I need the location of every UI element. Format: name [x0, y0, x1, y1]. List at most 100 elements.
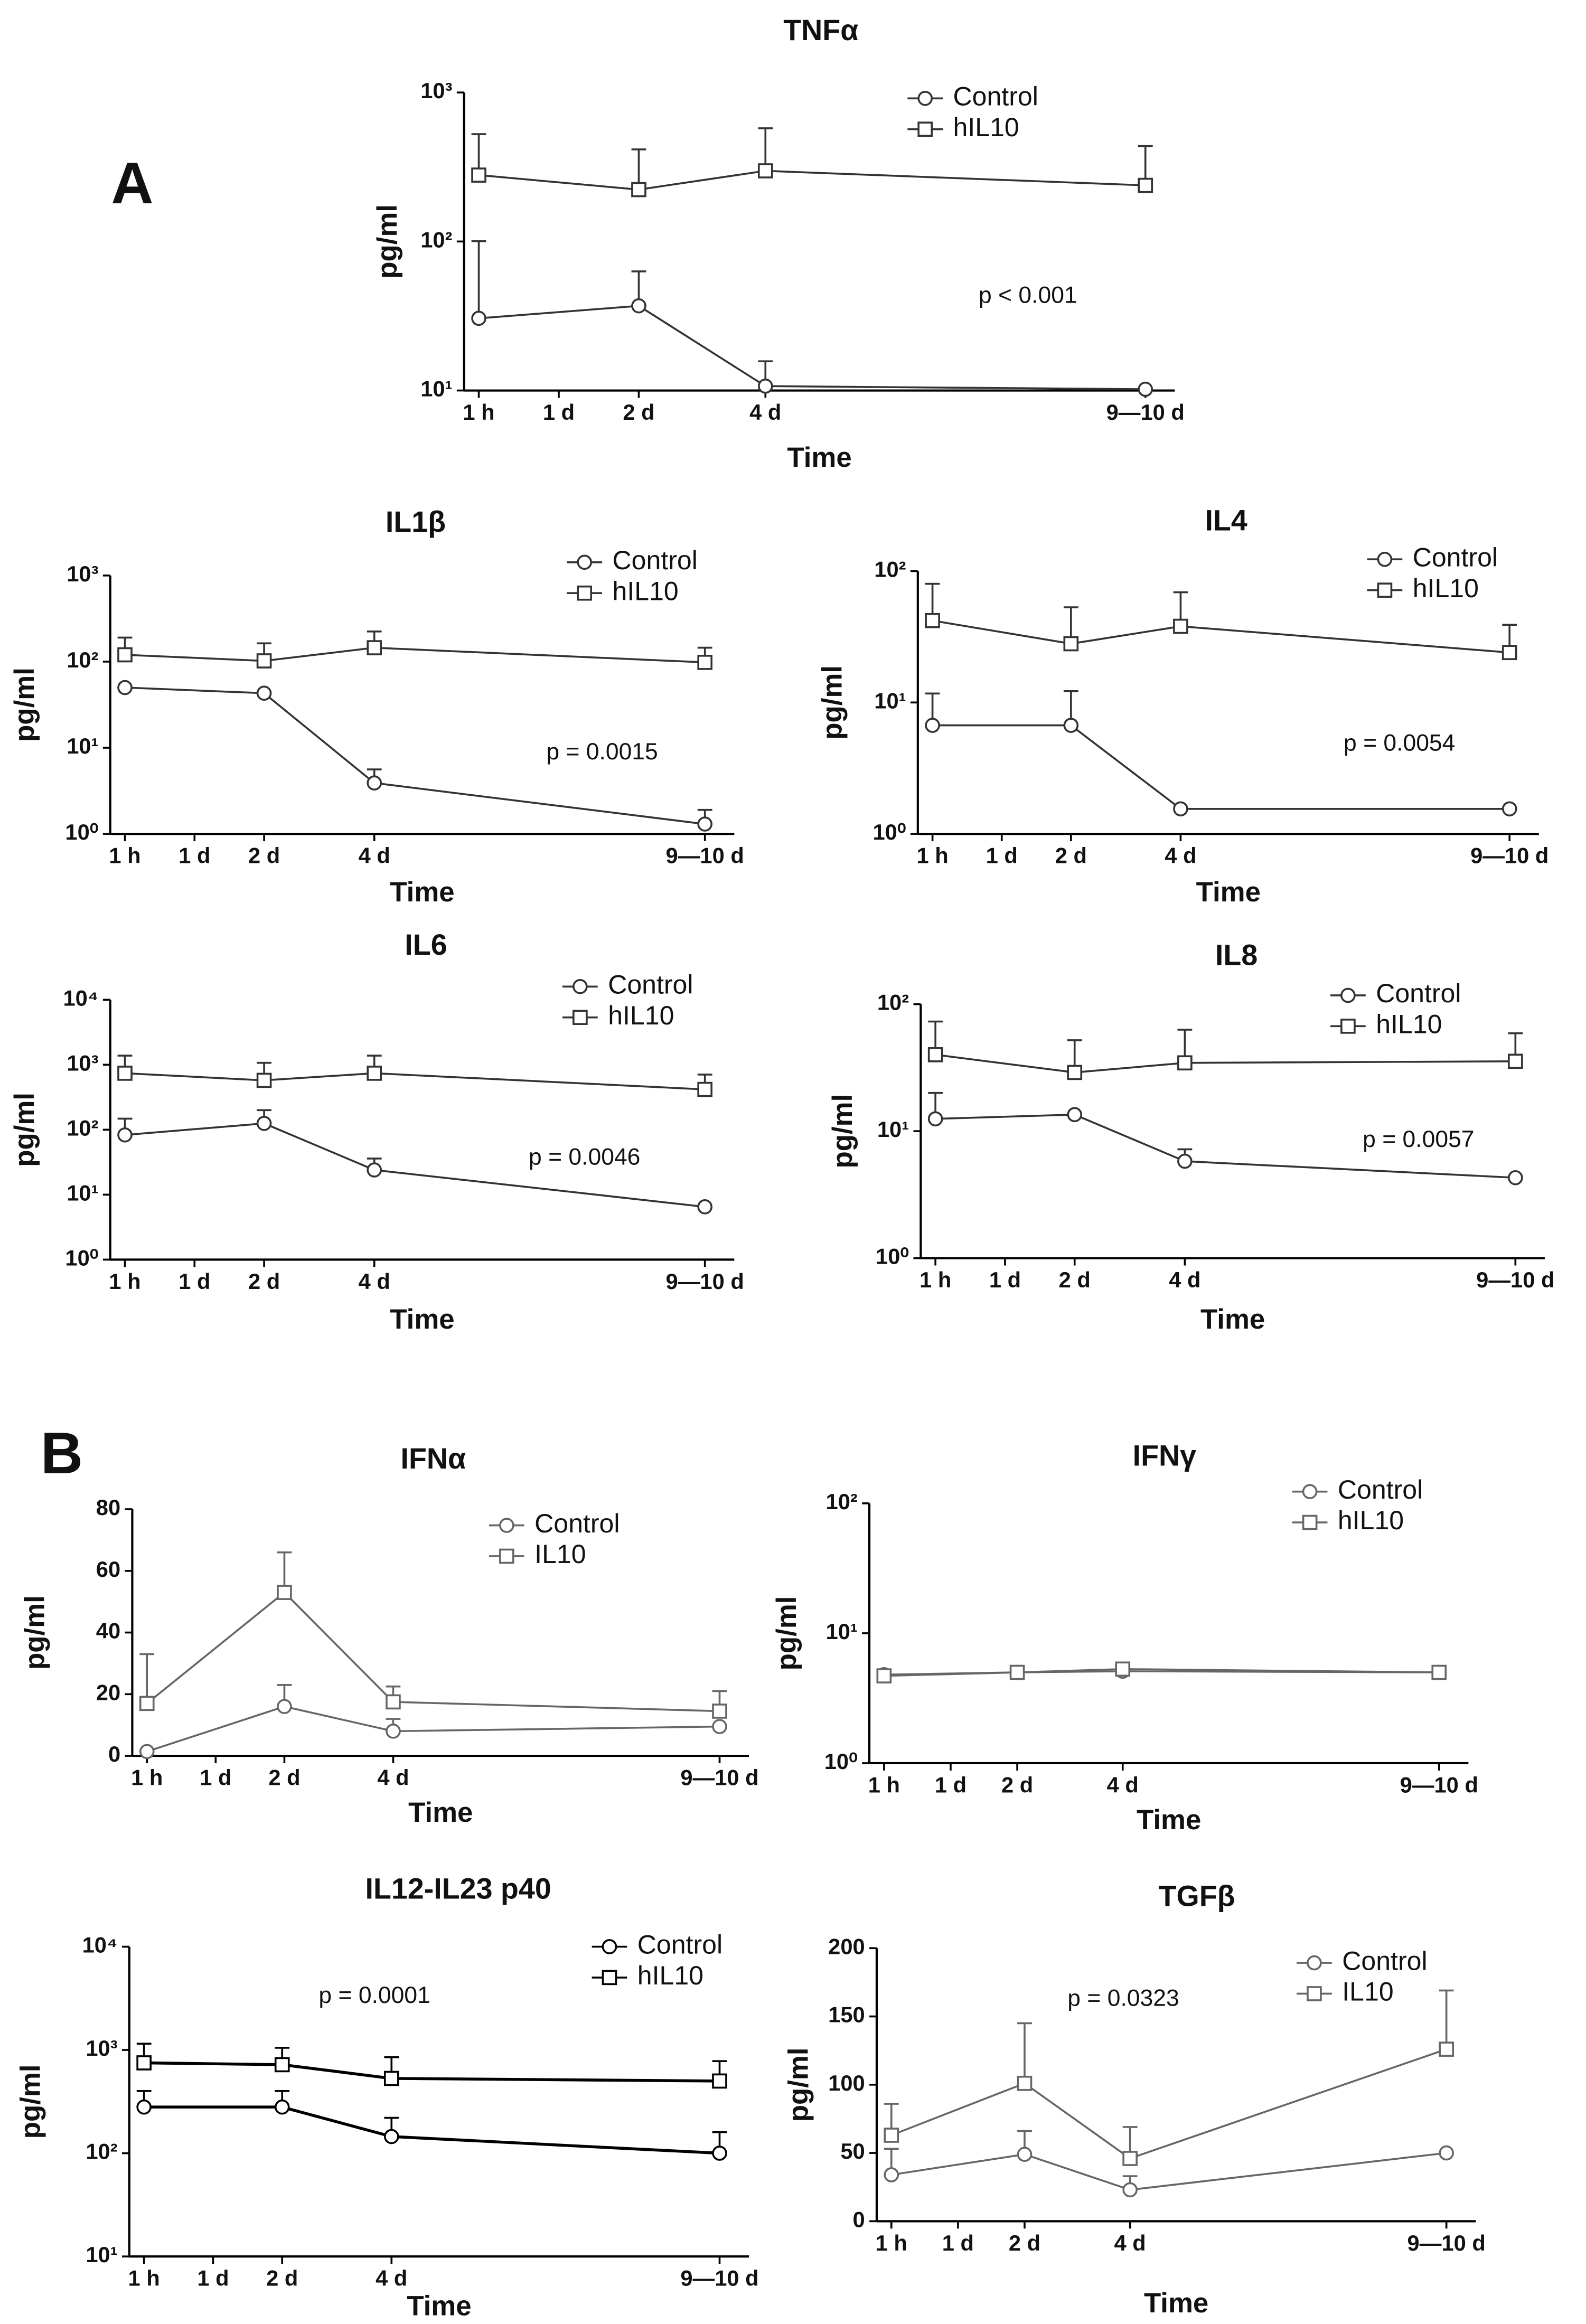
x-tick-label: 2 d: [268, 1765, 300, 1790]
y-tick-label: 10³: [67, 1050, 98, 1075]
x-tick-label: 1 h: [876, 2231, 907, 2255]
y-tick-label: 10²: [67, 647, 98, 672]
y-axis-label: pg/ml: [15, 2064, 46, 2139]
y-tick-label: 10²: [826, 1489, 858, 1514]
marker: [256, 685, 272, 701]
marker: [1173, 618, 1188, 634]
y-tick-label: 50: [840, 2139, 865, 2163]
series-line: [478, 170, 1146, 191]
marker: [1067, 1107, 1083, 1123]
marker: [917, 90, 933, 106]
marker: [697, 1081, 713, 1097]
x-tick-label: 1 d: [179, 1269, 210, 1294]
marker: [925, 718, 940, 733]
legend-label: Control: [637, 1930, 722, 1960]
marker: [1508, 1053, 1523, 1069]
series-line: [884, 1668, 1439, 1677]
y-tick-label: 10⁴: [82, 1933, 118, 1958]
series-line: [125, 686, 705, 825]
error-bar: [139, 1653, 155, 1704]
y-tick-label: 10⁴: [63, 985, 98, 1010]
marker: [471, 167, 486, 183]
x-tick-label: 4 d: [1107, 1772, 1139, 1797]
chart-title: IL8: [1215, 938, 1257, 971]
chart-title: IL12-IL23 p40: [365, 1873, 551, 1905]
x-tick-label: 4 d: [1165, 843, 1196, 868]
x-tick-label: 1 d: [986, 843, 1018, 868]
y-axis-label: pg/ml: [817, 665, 848, 740]
marker: [1340, 987, 1356, 1003]
legend-label: Control: [1342, 1946, 1427, 1975]
marker: [256, 1116, 272, 1131]
annotation: p = 0.0001: [318, 1982, 430, 2008]
y-tick-label: 10⁰: [65, 820, 98, 844]
y-tick-label: 10⁰: [872, 820, 906, 844]
marker: [277, 1585, 292, 1600]
x-tick-label: 1 d: [942, 2231, 974, 2255]
y-tick-label: 10⁰: [65, 1245, 98, 1270]
series-line: [935, 1113, 1516, 1179]
x-axis-label: Time: [1196, 877, 1261, 908]
marker: [1340, 1019, 1356, 1034]
x-tick-label: 2 d: [1055, 843, 1087, 868]
error-bar: [1017, 2022, 1032, 2084]
y-tick-label: 10¹: [86, 2242, 117, 2267]
series-line: [891, 2048, 1447, 2160]
legend-label: IL10: [534, 1539, 586, 1569]
x-tick-label: 9—10 d: [1407, 2231, 1486, 2255]
chart-title: IFNγ: [1133, 1439, 1197, 1472]
marker: [1377, 582, 1393, 598]
x-tick-label: 1 d: [197, 2266, 229, 2291]
x-tick-label: 9—10 d: [666, 843, 744, 868]
series-line: [478, 305, 1146, 390]
y-axis-label: pg/ml: [20, 1595, 51, 1670]
marker: [1177, 1153, 1193, 1169]
chart-title: TGFβ: [1158, 1879, 1235, 1912]
marker: [1063, 718, 1079, 733]
marker: [602, 1970, 617, 1986]
legend-label: hIL10: [637, 1961, 703, 1990]
x-tick-label: 4 d: [359, 843, 390, 868]
marker: [1017, 2075, 1033, 2091]
y-tick-label: 10²: [874, 557, 906, 581]
x-tick-label: 1 d: [179, 843, 210, 868]
marker: [631, 182, 646, 197]
marker: [256, 1072, 272, 1088]
x-tick-label: 1 h: [109, 1269, 140, 1294]
y-axis-label: pg/ml: [771, 1596, 802, 1671]
marker: [1138, 381, 1153, 397]
marker: [697, 1199, 713, 1215]
y-tick-label: 0: [853, 2207, 865, 2232]
x-tick-label: 9—10 d: [1470, 843, 1549, 868]
marker: [757, 163, 773, 178]
marker: [1501, 801, 1517, 817]
marker: [117, 647, 133, 663]
marker: [631, 298, 646, 314]
x-tick-label: 4 d: [376, 2266, 407, 2291]
marker: [499, 1548, 514, 1564]
series-line: [125, 646, 705, 664]
y-tick-label: 10⁰: [824, 1749, 858, 1774]
marker: [573, 1010, 588, 1025]
marker: [577, 585, 593, 601]
legend-label: hIL10: [608, 1001, 674, 1030]
series-line: [891, 2152, 1447, 2191]
legend-label: hIL10: [1413, 573, 1479, 603]
panel-label: A: [111, 150, 153, 216]
marker: [925, 613, 940, 628]
y-tick-label: 10¹: [874, 688, 906, 713]
x-tick-label: 2 d: [1001, 1772, 1033, 1797]
series-line: [144, 2105, 720, 2155]
y-axis-label: pg/ml: [783, 2047, 814, 2122]
panel-label: B: [41, 1420, 83, 1486]
legend-label: hIL10: [1338, 1506, 1404, 1535]
y-tick-label: 10¹: [67, 733, 98, 758]
x-axis-label: Time: [787, 442, 851, 473]
x-tick-label: 1 d: [989, 1267, 1021, 1292]
marker: [1302, 1484, 1318, 1499]
y-axis-label: pg/ml: [9, 667, 40, 742]
y-tick-label: 10¹: [67, 1180, 98, 1205]
legend-label: hIL10: [1376, 1010, 1442, 1039]
